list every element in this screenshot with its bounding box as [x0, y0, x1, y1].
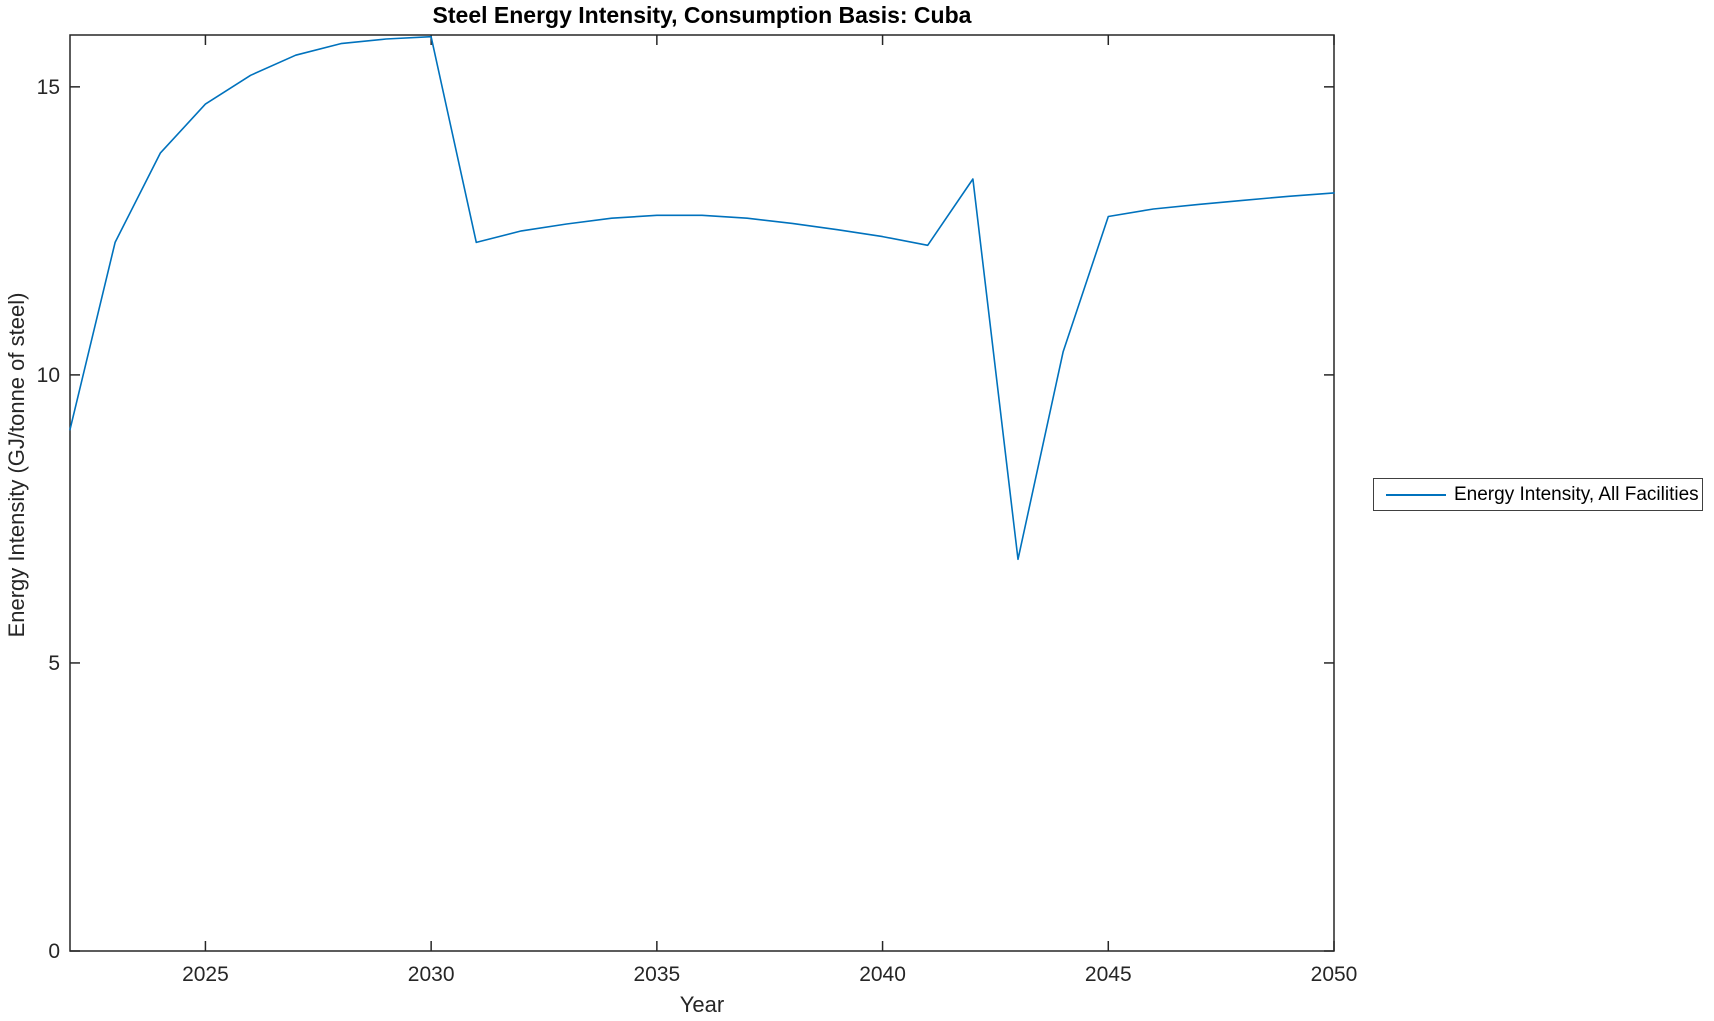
plot-box [69, 34, 1335, 952]
y-tick-label: 0 [48, 940, 60, 963]
x-tick-label: 2040 [859, 963, 906, 986]
x-axis-ticks: 2025 2030 2035 2040 2045 2050 [182, 35, 1357, 986]
x-tick-label: 2045 [1085, 963, 1132, 986]
y-tick-label: 10 [37, 364, 60, 387]
x-tick-label: 2050 [1311, 963, 1358, 986]
legend-entry-label: Energy Intensity, All Facilities [1454, 483, 1699, 505]
x-tick-label: 2035 [633, 963, 680, 986]
series-line-energy-intensity [69, 35, 1335, 561]
y-axis-label: Energy Intensity (GJ/tonne of steel) [4, 292, 29, 638]
y-axis-ticks: 0 5 10 15 [37, 76, 1334, 963]
x-tick-label: 2025 [182, 963, 229, 986]
chart-title: Steel Energy Intensity, Consumption Basi… [432, 2, 972, 28]
x-tick-label: 2030 [408, 963, 455, 986]
y-tick-label: 15 [37, 76, 60, 99]
x-axis-label: Year [679, 992, 725, 1017]
legend: Energy Intensity, All Facilities [1373, 478, 1703, 511]
legend-line-sample [1386, 493, 1446, 496]
y-tick-label: 5 [48, 652, 60, 675]
